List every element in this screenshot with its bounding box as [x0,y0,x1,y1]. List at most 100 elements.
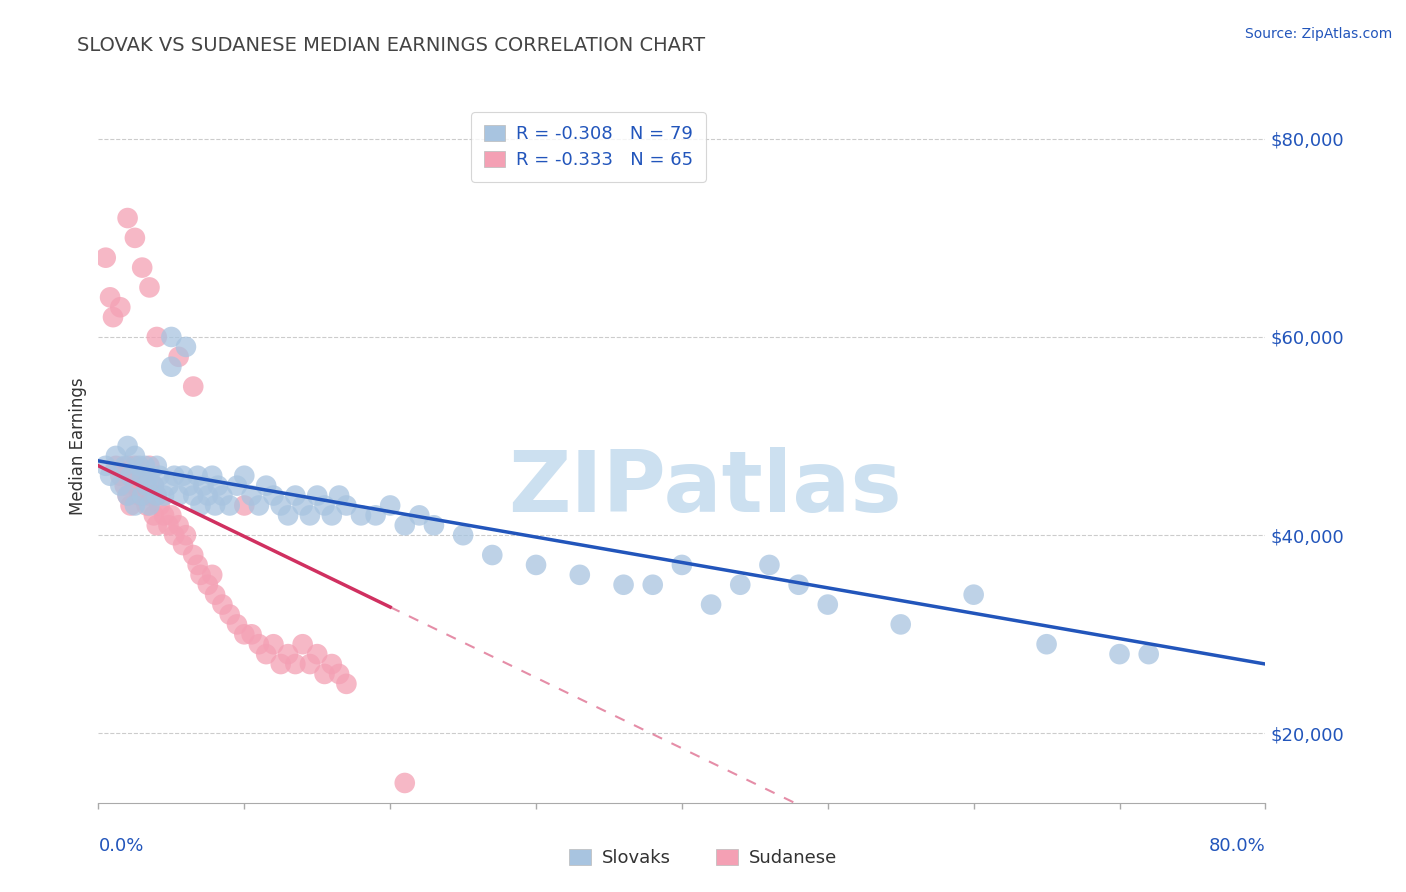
Point [128,458,150,473]
Point [157,518,180,533]
Point [117,211,139,225]
Point [817,598,839,612]
Text: Source: ZipAtlas.com: Source: ZipAtlas.com [1244,27,1392,41]
Point [124,449,146,463]
Point [350,508,373,523]
Point [291,637,314,651]
Point [335,499,357,513]
Point [167,489,190,503]
Point [1137,647,1160,661]
Point [226,478,249,492]
Point [284,489,307,503]
Point [787,578,810,592]
Point [193,478,215,492]
Point [321,508,343,523]
Point [307,489,329,503]
Point [758,558,780,572]
Point [138,280,160,294]
Point [153,508,176,523]
Point [201,468,224,483]
Point [314,667,336,681]
Point [291,499,314,513]
Point [181,379,204,393]
Point [138,458,160,473]
Point [408,508,430,523]
Point [394,518,416,533]
Point [146,489,169,503]
Point [110,478,132,492]
Point [890,617,912,632]
Point [568,567,591,582]
Point [204,499,226,513]
Point [321,657,343,671]
Point [671,558,693,572]
Point [131,489,153,503]
Point [138,468,160,483]
Point [524,558,547,572]
Point [423,518,446,533]
Point [146,458,169,473]
Point [190,499,212,513]
Point [394,776,416,790]
Point [174,340,197,354]
Point [104,458,127,473]
Point [262,637,284,651]
Point [218,607,240,622]
Point [149,468,172,483]
Point [328,667,350,681]
Point [142,478,165,492]
Point [138,489,160,503]
Point [240,627,263,641]
Point [298,508,321,523]
Text: 80.0%: 80.0% [1209,838,1265,855]
Point [160,359,183,374]
Point [172,538,194,552]
Point [124,499,146,513]
Point [117,458,139,473]
Point [120,468,142,483]
Point [167,518,190,533]
Text: ZIPatlas: ZIPatlas [509,447,903,531]
Point [134,478,156,492]
Point [270,499,292,513]
Point [104,449,127,463]
Point [1035,637,1057,651]
Point [451,528,474,542]
Point [641,578,664,592]
Point [131,489,153,503]
Point [247,637,270,651]
Legend: Slovaks, Sudanese: Slovaks, Sudanese [562,841,844,874]
Point [380,499,402,513]
Point [167,350,190,364]
Point [153,489,176,503]
Point [277,508,299,523]
Point [174,528,197,542]
Point [481,548,503,562]
Point [131,468,153,483]
Point [172,468,194,483]
Point [262,489,284,503]
Point [730,578,752,592]
Point [233,468,256,483]
Point [207,478,229,492]
Point [135,499,157,513]
Point [124,478,146,492]
Point [146,518,169,533]
Point [612,578,634,592]
Point [149,499,172,513]
Point [211,598,233,612]
Point [120,499,142,513]
Point [307,647,329,661]
Point [335,677,357,691]
Point [157,478,180,492]
Point [138,499,160,513]
Point [226,617,249,632]
Point [197,578,219,592]
Point [962,588,984,602]
Point [117,439,139,453]
Point [181,489,204,503]
Point [101,310,124,325]
Point [204,588,226,602]
Point [240,489,263,503]
Point [146,489,169,503]
